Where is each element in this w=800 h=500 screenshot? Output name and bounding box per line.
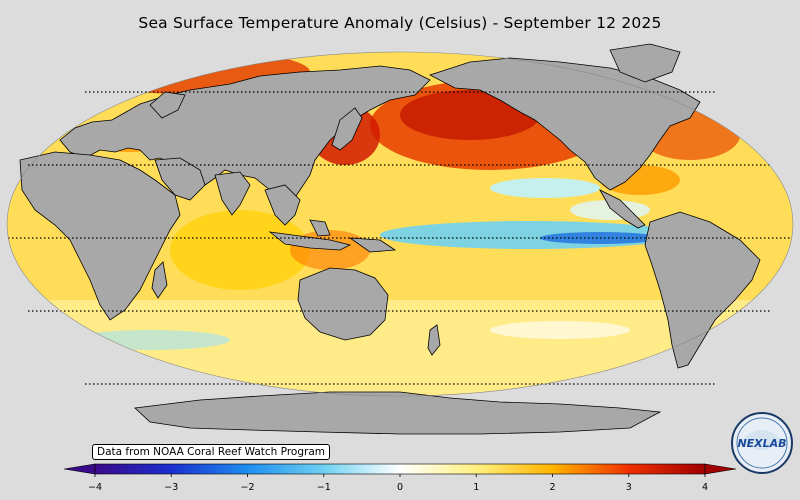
- globe-outline: [6, 51, 794, 397]
- colorbar-tick-label: 3: [626, 482, 632, 493]
- colorbar-tick-label: −2: [240, 482, 254, 493]
- antarctica-landmass: [134, 391, 662, 435]
- map-title: Sea Surface Temperature Anomaly (Celsius…: [138, 14, 662, 32]
- colorbar-tick-label: −1: [317, 482, 331, 493]
- colorbar-tick-label: 1: [473, 482, 479, 493]
- logo-text: NEXLAB: [737, 437, 786, 450]
- colorbar-ticks: −4 −3 −2 −1 0 1 2 3 4: [88, 474, 708, 493]
- colorbar-tick-label: −4: [88, 482, 102, 493]
- colorbar-tick-label: −3: [164, 482, 178, 493]
- data-credit-label: Data from NOAA Coral Reef Watch Program: [92, 444, 330, 460]
- latitude-graticule: [8, 91, 792, 385]
- colorbar-tick-label: 4: [702, 482, 708, 493]
- colorbar-right-arrow: [704, 463, 737, 475]
- australia-landmass: [297, 267, 389, 341]
- north-america-landmass: [428, 57, 701, 191]
- colorbar-tick-label: 0: [397, 482, 403, 493]
- land-masses: [19, 43, 761, 435]
- colorbar-tick-label: 2: [549, 482, 555, 493]
- africa-landmass: [19, 151, 181, 321]
- south-america-landmass: [644, 211, 761, 369]
- eurasia-landmass: [59, 65, 431, 206]
